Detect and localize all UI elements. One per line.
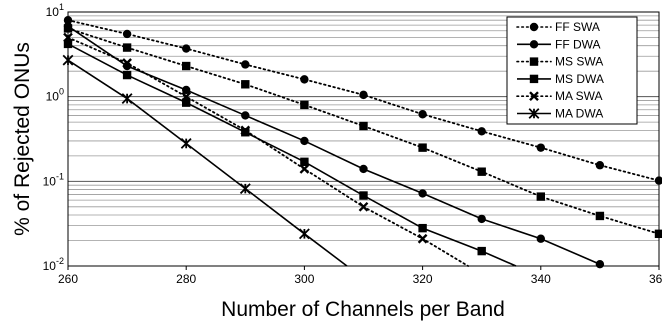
data-point — [536, 192, 545, 201]
data-point — [529, 22, 539, 32]
data-point — [121, 93, 133, 104]
series-ms-swa — [63, 24, 662, 239]
data-point — [359, 191, 368, 200]
data-point — [122, 29, 132, 39]
data-point — [536, 234, 545, 243]
series-ma-swa — [63, 32, 470, 267]
data-point — [529, 91, 539, 102]
y-tick-label: 101 — [46, 2, 64, 19]
data-point — [299, 164, 310, 174]
data-point — [595, 161, 605, 170]
legend-entry: MS DWA — [517, 72, 604, 86]
data-point — [63, 24, 73, 33]
data-point — [300, 75, 309, 84]
series-line — [67, 36, 470, 267]
data-point — [298, 228, 310, 240]
y-tick-label: 10-2 — [43, 256, 64, 273]
x-tick-label: 300 — [294, 272, 314, 286]
data-point — [63, 39, 73, 49]
legend-label: MA DWA — [555, 107, 603, 121]
data-point — [477, 214, 486, 224]
legend-label: FF DWA — [555, 37, 601, 51]
data-point — [63, 32, 73, 43]
legend-entry: MA DWA — [517, 107, 603, 121]
series-line — [67, 59, 348, 267]
data-point — [536, 143, 545, 152]
data-point — [654, 229, 662, 239]
data-point — [62, 54, 74, 66]
series-ff-swa — [63, 16, 662, 185]
data-point — [300, 157, 309, 167]
x-axis-title: Number of Channels per Band — [221, 298, 505, 321]
data-point — [182, 98, 191, 107]
legend-entry: FF SWA — [516, 20, 600, 34]
data-point — [417, 233, 428, 244]
data-point — [182, 44, 191, 53]
legend-entry: MA SWA — [516, 89, 603, 103]
legend-label: MA SWA — [555, 89, 603, 103]
data-point — [418, 223, 427, 233]
series-line — [67, 25, 601, 265]
legend-label: FF SWA — [555, 20, 600, 34]
plot-frame — [67, 11, 660, 267]
legend-label: MS SWA — [555, 55, 603, 69]
data-point — [595, 211, 605, 221]
x-tick-label: 340 — [531, 272, 551, 286]
series-line — [67, 43, 517, 267]
data-point — [122, 58, 132, 68]
series-ff-dwa — [63, 21, 605, 269]
data-point — [182, 61, 191, 71]
data-point — [300, 136, 309, 146]
y-tick-label: 10-1 — [43, 171, 64, 188]
x-tick-label: 320 — [413, 272, 433, 286]
data-point — [359, 90, 368, 100]
data-point — [241, 128, 250, 137]
data-point — [240, 125, 251, 136]
series-layer — [62, 16, 662, 269]
legend-entry: FF DWA — [517, 37, 601, 51]
data-point — [595, 260, 605, 269]
series-ma-dwa — [62, 54, 348, 267]
x-tick-label: 360 — [649, 272, 662, 286]
data-point — [358, 201, 369, 212]
data-point — [418, 189, 427, 198]
data-point — [529, 57, 539, 66]
data-point — [418, 110, 427, 119]
data-point — [181, 91, 192, 102]
data-point — [122, 70, 132, 80]
legend-entry: MS SWA — [516, 55, 603, 69]
data-point — [241, 111, 250, 120]
x-tick-label: 280 — [176, 272, 196, 286]
y-axis-title: % of Rejected ONUs — [11, 42, 34, 236]
legend-label: MS DWA — [555, 72, 604, 86]
data-point — [180, 138, 192, 149]
data-point — [300, 100, 309, 110]
y-tick-label: 100 — [46, 87, 64, 104]
data-point — [528, 108, 540, 119]
data-point — [529, 74, 539, 84]
x-tick-label: 260 — [58, 272, 78, 286]
tick-labels: 260 280 300 320 340 360 101 100 10-1 10-2 — [43, 2, 662, 286]
data-point — [63, 16, 73, 25]
legend-box — [506, 16, 638, 125]
data-point — [477, 167, 486, 176]
data-point — [239, 183, 251, 195]
data-point — [418, 143, 427, 152]
data-point — [241, 80, 250, 89]
data-point — [477, 246, 486, 256]
data-point — [654, 176, 662, 185]
data-point — [477, 127, 486, 136]
data-point — [241, 60, 250, 69]
data-point — [359, 164, 368, 174]
data-point — [122, 43, 132, 52]
data-point — [182, 85, 191, 95]
legend: FF SWA FF DWA MS SWA MS DWA MA SWA MA DWA — [506, 16, 638, 125]
data-point — [529, 40, 539, 49]
data-point — [359, 121, 368, 131]
series-ms-dwa — [63, 39, 517, 267]
